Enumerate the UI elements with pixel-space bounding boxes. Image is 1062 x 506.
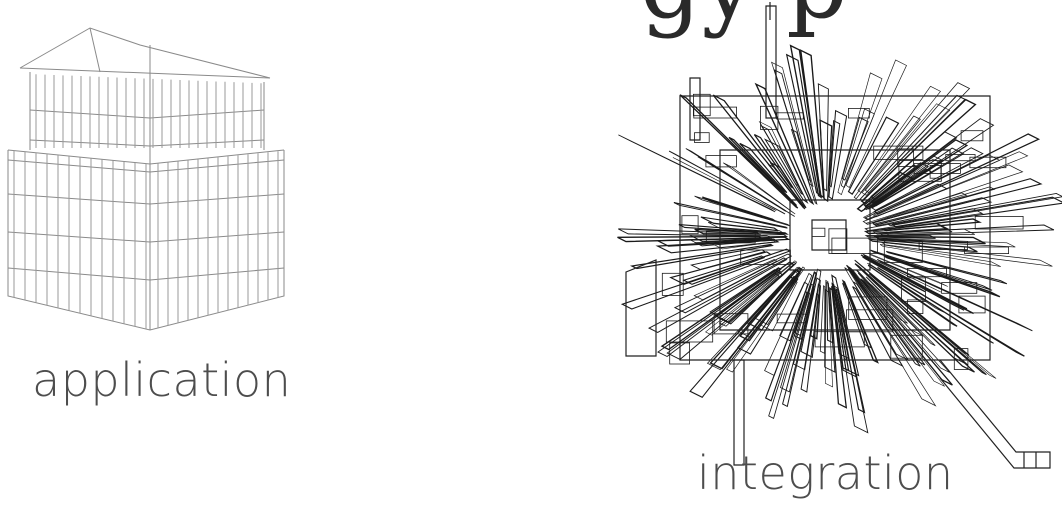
application-caption: application (32, 353, 292, 407)
cropped-heading: gy p (640, 0, 848, 32)
integration-caption: integration (697, 446, 954, 500)
